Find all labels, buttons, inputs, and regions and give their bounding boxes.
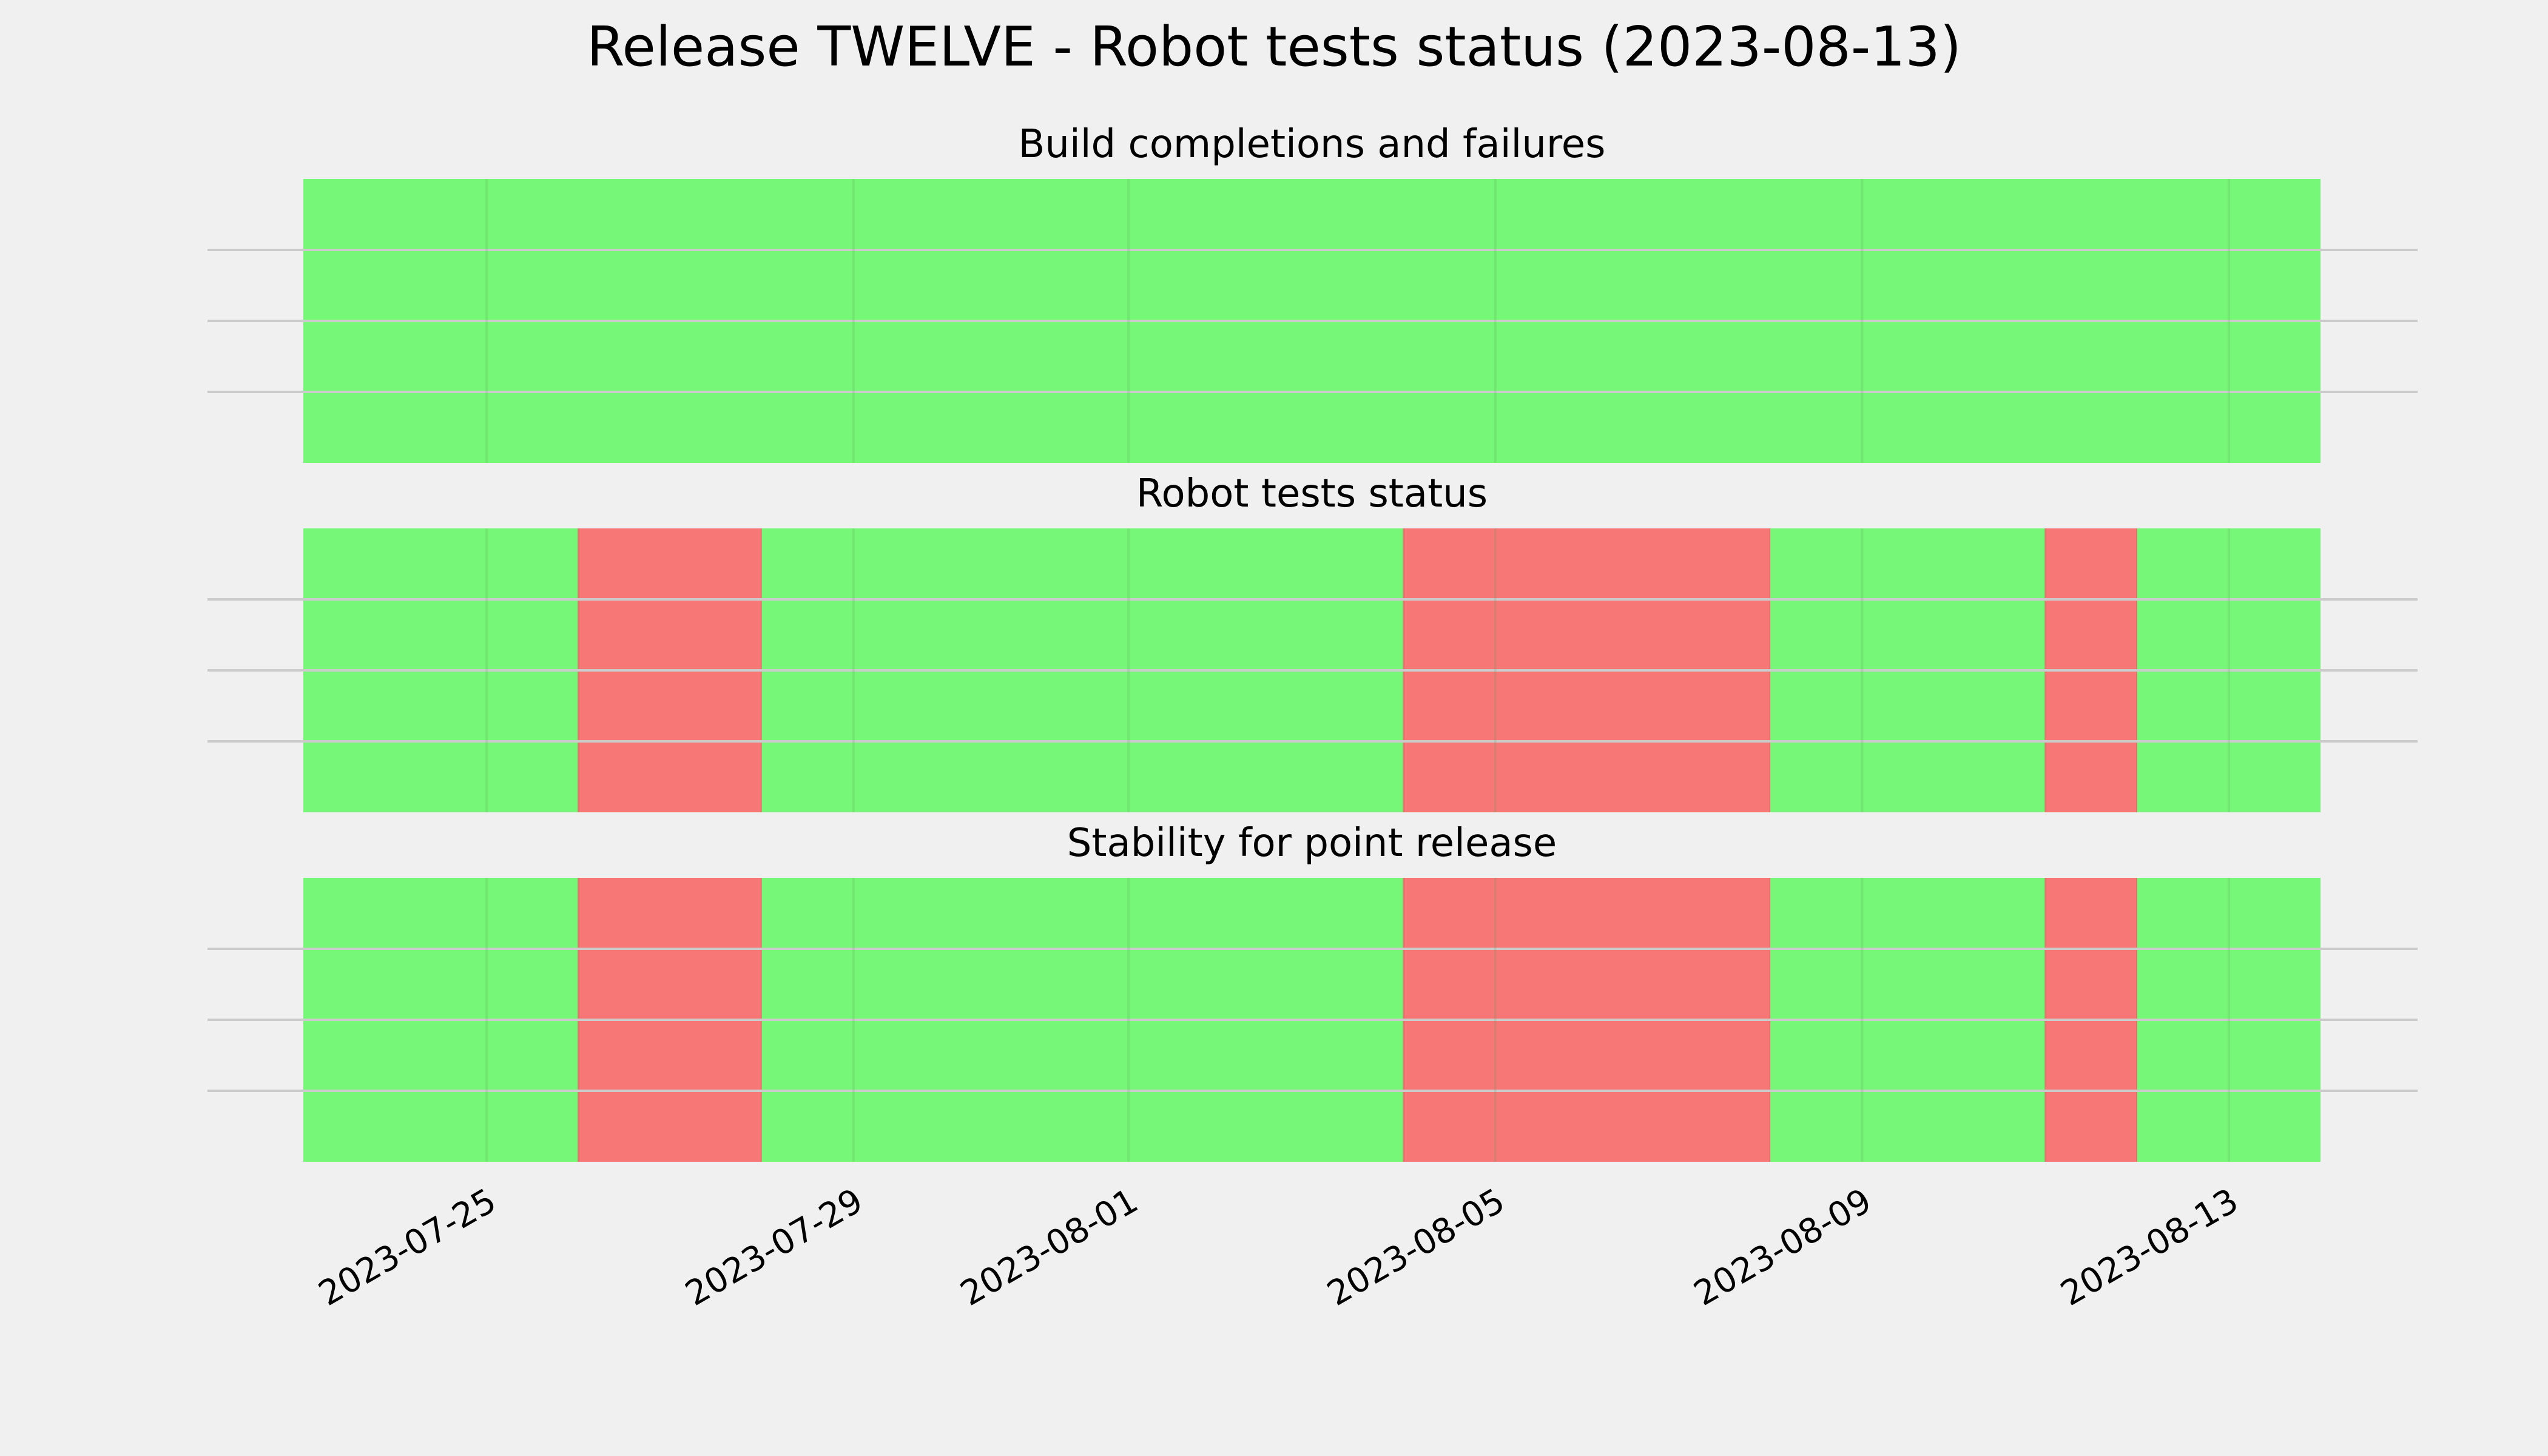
panel-1: Build completions and failures — [207, 122, 2418, 463]
chart-title: Release TWELVE - Robot tests status (202… — [587, 15, 1961, 79]
panel-2: Robot tests status — [207, 471, 2418, 812]
panel-3: Stability for point release — [207, 821, 2418, 1162]
panel-title: Build completions and failures — [1019, 122, 1606, 167]
panels: Build completions and failures Robot test… — [207, 122, 2418, 1162]
panel-title: Robot tests status — [1136, 471, 1488, 516]
panel-title: Stability for point release — [1067, 821, 1557, 866]
